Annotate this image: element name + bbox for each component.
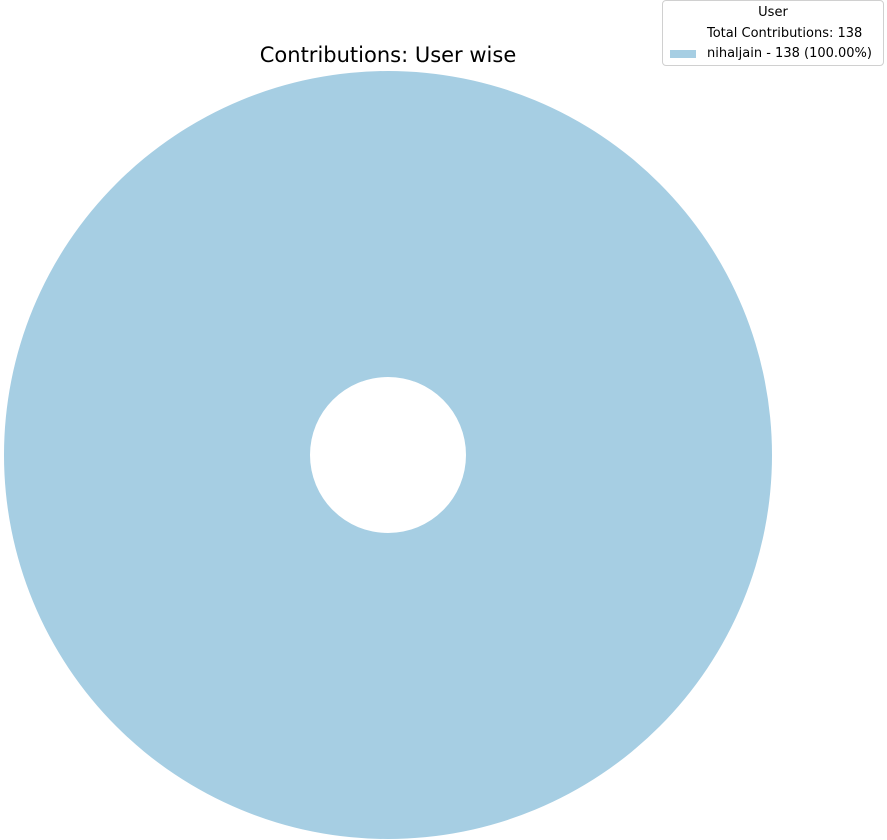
slices-group	[4, 71, 772, 839]
legend-entry-nihaljain: nihaljain - 138 (100.00%)	[670, 46, 872, 62]
legend-total-label: Total Contributions: 138	[707, 26, 863, 41]
legend: User Total Contributions: 138 nihaljain …	[662, 0, 884, 66]
legend-entry-label: nihaljain - 138 (100.00%)	[707, 46, 872, 61]
legend-title: User	[758, 5, 788, 20]
slice-nihaljain	[4, 71, 772, 839]
legend-swatch	[670, 50, 696, 58]
chart-title: Contributions: User wise	[259, 43, 517, 67]
